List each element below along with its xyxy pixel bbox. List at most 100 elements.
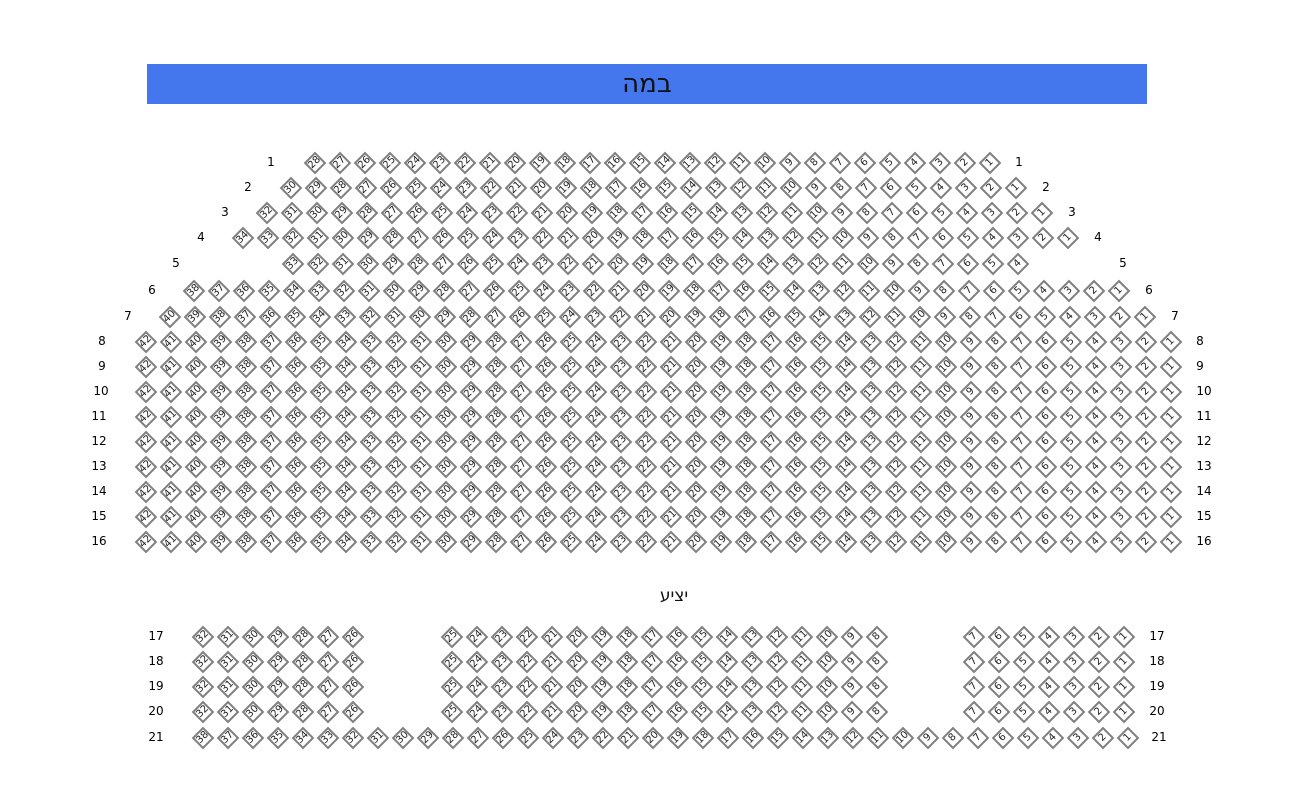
seat-row-1-4[interactable]: 4 <box>903 151 927 175</box>
seat-row-18-22[interactable]: 22 <box>515 650 539 674</box>
seat-row-21-2[interactable]: 2 <box>1091 726 1115 750</box>
seat-row-10-11[interactable]: 11 <box>909 380 933 404</box>
seat-row-7-25[interactable]: 25 <box>533 305 557 329</box>
seat-row-10-10[interactable]: 10 <box>934 380 958 404</box>
seat-row-3-3[interactable]: 3 <box>980 201 1004 225</box>
seat-row-12-3[interactable]: 3 <box>1109 430 1133 454</box>
seat-row-1-6[interactable]: 6 <box>853 151 877 175</box>
seat-row-8-27[interactable]: 27 <box>509 330 533 354</box>
seat-row-17-32[interactable]: 32 <box>191 625 215 649</box>
seat-row-2-6[interactable]: 6 <box>879 176 903 200</box>
seat-row-2-21[interactable]: 21 <box>504 176 528 200</box>
seat-row-5-5[interactable]: 5 <box>981 252 1005 276</box>
seat-row-18-32[interactable]: 32 <box>191 650 215 674</box>
seat-row-14-31[interactable]: 31 <box>409 480 433 504</box>
seat-row-18-9[interactable]: 9 <box>840 650 864 674</box>
seat-row-19-7[interactable]: 7 <box>962 675 986 699</box>
seat-row-10-27[interactable]: 27 <box>509 380 533 404</box>
seat-row-9-24[interactable]: 24 <box>584 355 608 379</box>
seat-row-3-31[interactable]: 31 <box>280 201 304 225</box>
seat-row-21-33[interactable]: 33 <box>316 726 340 750</box>
seat-row-9-41[interactable]: 41 <box>159 355 183 379</box>
seat-row-16-35[interactable]: 35 <box>309 530 333 554</box>
seat-row-2-10[interactable]: 10 <box>779 176 803 200</box>
seat-row-4-16[interactable]: 16 <box>681 226 705 250</box>
seat-row-10-29[interactable]: 29 <box>459 380 483 404</box>
seat-row-8-6[interactable]: 6 <box>1034 330 1058 354</box>
seat-row-9-5[interactable]: 5 <box>1059 355 1083 379</box>
seat-row-18-6[interactable]: 6 <box>987 650 1011 674</box>
seat-row-4-11[interactable]: 11 <box>806 226 830 250</box>
seat-row-5-25[interactable]: 25 <box>481 252 505 276</box>
seat-row-4-7[interactable]: 7 <box>906 226 930 250</box>
seat-row-5-30[interactable]: 30 <box>356 252 380 276</box>
seat-row-15-23[interactable]: 23 <box>609 505 633 529</box>
seat-row-10-40[interactable]: 40 <box>184 380 208 404</box>
seat-row-19-23[interactable]: 23 <box>490 675 514 699</box>
seat-row-7-26[interactable]: 26 <box>508 305 532 329</box>
seat-row-12-28[interactable]: 28 <box>484 430 508 454</box>
seat-row-9-14[interactable]: 14 <box>834 355 858 379</box>
seat-row-10-33[interactable]: 33 <box>359 380 383 404</box>
seat-row-13-28[interactable]: 28 <box>484 455 508 479</box>
seat-row-18-5[interactable]: 5 <box>1012 650 1036 674</box>
seat-row-3-17[interactable]: 17 <box>630 201 654 225</box>
seat-row-21-9[interactable]: 9 <box>916 726 940 750</box>
seat-row-14-16[interactable]: 16 <box>784 480 808 504</box>
seat-row-3-14[interactable]: 14 <box>705 201 729 225</box>
seat-row-15-24[interactable]: 24 <box>584 505 608 529</box>
seat-row-4-1[interactable]: 1 <box>1056 226 1080 250</box>
seat-row-8-3[interactable]: 3 <box>1109 330 1133 354</box>
seat-row-17-17[interactable]: 17 <box>640 625 664 649</box>
seat-row-2-25[interactable]: 25 <box>404 176 428 200</box>
seat-row-12-16[interactable]: 16 <box>784 430 808 454</box>
seat-row-18-4[interactable]: 4 <box>1037 650 1061 674</box>
seat-row-18-14[interactable]: 14 <box>715 650 739 674</box>
seat-row-14-12[interactable]: 12 <box>884 480 908 504</box>
seat-row-10-21[interactable]: 21 <box>659 380 683 404</box>
seat-row-12-14[interactable]: 14 <box>834 430 858 454</box>
seat-row-17-22[interactable]: 22 <box>515 625 539 649</box>
seat-row-14-18[interactable]: 18 <box>734 480 758 504</box>
seat-row-4-23[interactable]: 23 <box>506 226 530 250</box>
seat-row-8-19[interactable]: 19 <box>709 330 733 354</box>
seat-row-9-3[interactable]: 3 <box>1109 355 1133 379</box>
seat-row-11-29[interactable]: 29 <box>459 405 483 429</box>
seat-row-16-10[interactable]: 10 <box>934 530 958 554</box>
seat-row-3-25[interactable]: 25 <box>430 201 454 225</box>
seat-row-7-7[interactable]: 7 <box>983 305 1007 329</box>
seat-row-13-19[interactable]: 19 <box>709 455 733 479</box>
seat-row-15-18[interactable]: 18 <box>734 505 758 529</box>
seat-row-10-24[interactable]: 24 <box>584 380 608 404</box>
seat-row-13-31[interactable]: 31 <box>409 455 433 479</box>
seat-row-20-30[interactable]: 30 <box>241 700 265 724</box>
seat-row-4-9[interactable]: 9 <box>856 226 880 250</box>
seat-row-21-24[interactable]: 24 <box>541 726 565 750</box>
seat-row-8-37[interactable]: 37 <box>259 330 283 354</box>
seat-row-9-19[interactable]: 19 <box>709 355 733 379</box>
seat-row-12-22[interactable]: 22 <box>634 430 658 454</box>
seat-row-15-9[interactable]: 9 <box>959 505 983 529</box>
seat-row-8-32[interactable]: 32 <box>384 330 408 354</box>
seat-row-19-30[interactable]: 30 <box>241 675 265 699</box>
seat-row-21-31[interactable]: 31 <box>366 726 390 750</box>
seat-row-13-35[interactable]: 35 <box>309 455 333 479</box>
seat-row-11-3[interactable]: 3 <box>1109 405 1133 429</box>
seat-row-13-7[interactable]: 7 <box>1009 455 1033 479</box>
seat-row-10-37[interactable]: 37 <box>259 380 283 404</box>
seat-row-15-7[interactable]: 7 <box>1009 505 1033 529</box>
seat-row-4-17[interactable]: 17 <box>656 226 680 250</box>
seat-row-10-26[interactable]: 26 <box>534 380 558 404</box>
seat-row-17-4[interactable]: 4 <box>1037 625 1061 649</box>
seat-row-8-34[interactable]: 34 <box>334 330 358 354</box>
seat-row-14-3[interactable]: 3 <box>1109 480 1133 504</box>
seat-row-13-38[interactable]: 38 <box>234 455 258 479</box>
seat-row-15-34[interactable]: 34 <box>334 505 358 529</box>
seat-row-20-32[interactable]: 32 <box>191 700 215 724</box>
seat-row-16-34[interactable]: 34 <box>334 530 358 554</box>
seat-row-13-22[interactable]: 22 <box>634 455 658 479</box>
seat-row-7-12[interactable]: 12 <box>858 305 882 329</box>
seat-row-12-1[interactable]: 1 <box>1159 430 1183 454</box>
seat-row-10-36[interactable]: 36 <box>284 380 308 404</box>
seat-row-18-11[interactable]: 11 <box>790 650 814 674</box>
